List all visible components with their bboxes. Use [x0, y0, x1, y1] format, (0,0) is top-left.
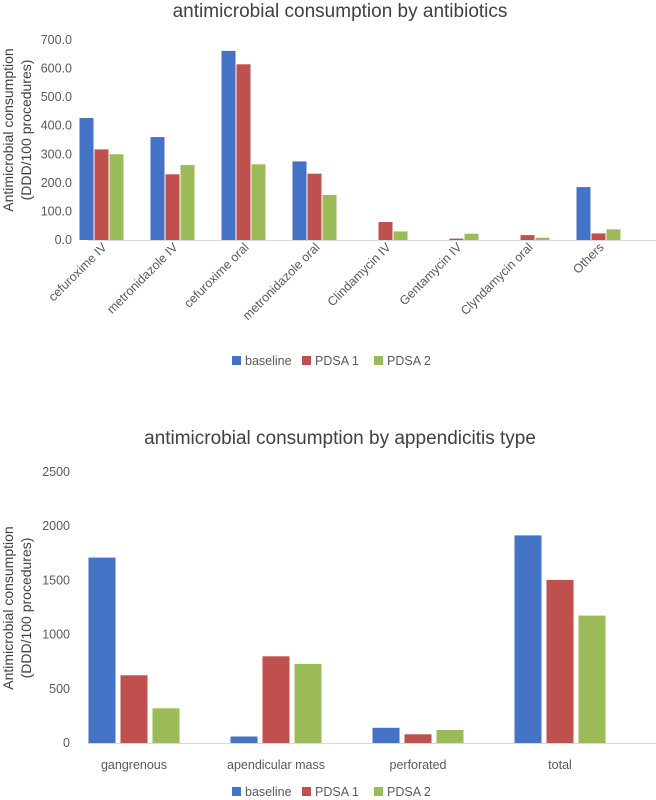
legend-label: baseline — [245, 354, 292, 368]
x-category-label: cefuroxime IV — [46, 240, 110, 304]
legend-label: PDSA 2 — [387, 785, 431, 799]
legend-label: PDSA 1 — [315, 785, 359, 799]
y-tick-label: 1500 — [42, 573, 70, 587]
x-category-label: cefuroxime oral — [181, 240, 251, 310]
y-tick-label: 300.0 — [41, 147, 72, 161]
legend-label: PDSA 1 — [315, 354, 359, 368]
bar-pdsa-2 — [436, 730, 464, 743]
bar-pdsa-1 — [236, 64, 251, 240]
legend-swatch — [232, 356, 241, 365]
y-tick-label: 600.0 — [41, 62, 72, 76]
bar-pdsa-2 — [578, 615, 606, 743]
legend-label: PDSA 2 — [387, 354, 431, 368]
y-tick-label: 700.0 — [41, 33, 72, 47]
bar-pdsa-2 — [152, 708, 180, 743]
bar-pdsa-2 — [322, 194, 337, 240]
legend-swatch — [302, 787, 311, 796]
bar-baseline — [150, 137, 165, 240]
y-tick-label: 400.0 — [41, 119, 72, 133]
x-category-label: gangrenous — [101, 758, 167, 772]
legend-label: baseline — [245, 785, 292, 799]
bar-pdsa-2 — [393, 231, 408, 240]
legend-swatch — [232, 787, 241, 796]
x-category-label: total — [548, 758, 572, 772]
bar-pdsa-1 — [120, 675, 148, 744]
y-tick-label: 1000 — [42, 628, 70, 642]
legend-swatch — [374, 787, 383, 796]
y-axis-label-line2: (DDD/100 procedures) — [18, 538, 34, 679]
bar-pdsa-2 — [464, 233, 479, 240]
y-tick-label: 0 — [63, 736, 70, 750]
bar-pdsa-1 — [94, 149, 109, 240]
bar-baseline — [79, 118, 94, 240]
legend-swatch — [374, 356, 383, 365]
y-tick-label: 500 — [49, 682, 70, 696]
bar-baseline — [576, 187, 591, 240]
y-tick-label: 500.0 — [41, 90, 72, 104]
bar-pdsa-2 — [180, 165, 195, 240]
x-category-label: apendicular mass — [227, 758, 325, 772]
y-tick-label: 0.0 — [55, 233, 72, 247]
bar-pdsa-2 — [109, 154, 124, 240]
chart-antibiotics: antimicrobial consumption by antibiotics… — [0, 1, 656, 368]
y-tick-label: 200.0 — [41, 176, 72, 190]
bar-pdsa-1 — [520, 235, 535, 240]
bar-baseline — [514, 535, 542, 743]
x-category-label: metronidazole oral — [240, 240, 323, 323]
bar-pdsa-2 — [535, 237, 550, 240]
bar-pdsa-1 — [165, 174, 180, 240]
bar-baseline — [221, 50, 236, 241]
x-category-label: metronidazole IV — [104, 240, 181, 317]
y-tick-label: 2000 — [42, 519, 70, 533]
x-category-label: Others — [570, 240, 606, 276]
bar-baseline — [372, 727, 400, 743]
bar-baseline — [88, 557, 116, 743]
x-category-label: Clindamycin IV — [325, 240, 394, 309]
y-axis-label-line1: Antimicrobial consumption — [0, 526, 16, 689]
chart-appendicitis-type: antimicrobial consumption by appendiciti… — [0, 428, 656, 799]
y-axis-label-line2: (DDD/100 procedures) — [18, 60, 34, 201]
x-category-label: perforated — [390, 758, 447, 772]
bar-pdsa-2 — [251, 164, 266, 240]
bar-pdsa-1 — [591, 233, 606, 240]
bar-pdsa-1 — [378, 222, 393, 240]
y-tick-label: 2500 — [42, 465, 70, 479]
bar-pdsa-2 — [294, 663, 322, 743]
bar-pdsa-1 — [546, 579, 574, 743]
bar-baseline — [230, 736, 258, 743]
legend-swatch — [302, 356, 311, 365]
bar-pdsa-2 — [606, 229, 621, 240]
bar-pdsa-1 — [262, 656, 290, 743]
bar-pdsa-1 — [449, 238, 464, 240]
bar-pdsa-1 — [307, 173, 322, 240]
bar-pdsa-1 — [404, 734, 432, 743]
chart-title: antimicrobial consumption by antibiotics — [173, 1, 508, 22]
x-category-label: Gentamycin IV — [397, 240, 465, 308]
y-tick-label: 100.0 — [41, 204, 72, 218]
y-axis-label-line1: Antimicrobial consumption — [0, 48, 16, 211]
bar-baseline — [292, 161, 307, 240]
x-category-label: Clyndamycin oral — [458, 240, 536, 318]
chart-title: antimicrobial consumption by appendiciti… — [144, 428, 536, 449]
